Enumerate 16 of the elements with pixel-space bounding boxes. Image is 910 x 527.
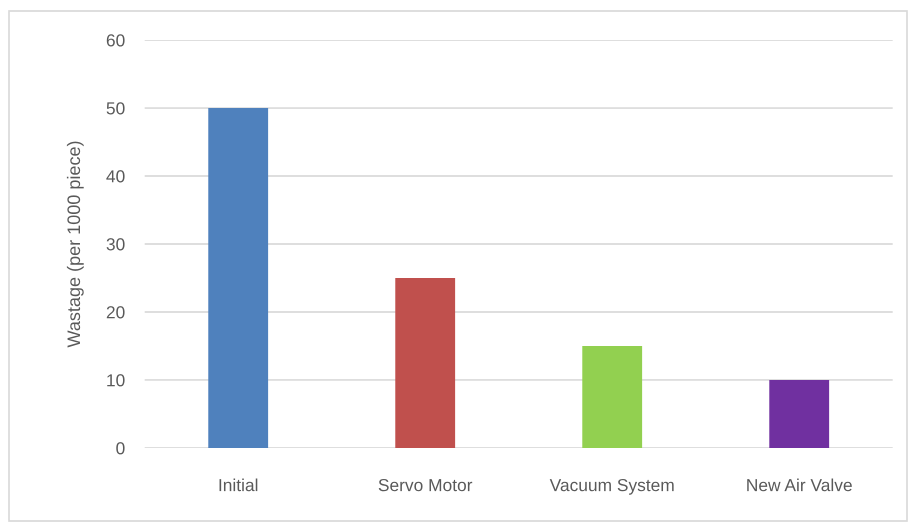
x-tick-label: Servo Motor [378, 478, 472, 492]
y-tick-label: 20 [106, 306, 125, 318]
y-tick-label: 10 [107, 374, 125, 386]
bar [582, 346, 642, 448]
y-tick-label: 50 [106, 102, 125, 114]
y-tick-label: 60 [106, 34, 125, 47]
bar [769, 380, 830, 448]
x-tick-label: New Air Valve [747, 478, 852, 492]
y-axis-title: Wastage (per 1000 piece) [66, 142, 84, 348]
y-tick-label: 30 [106, 238, 125, 250]
y-tick-label: 0 [116, 442, 125, 454]
bar [208, 108, 268, 448]
bar [395, 278, 456, 448]
x-tick-label: Vacuum System [550, 478, 674, 495]
y-tick-label: 40 [106, 170, 125, 182]
x-tick-label: Initial [220, 478, 258, 492]
